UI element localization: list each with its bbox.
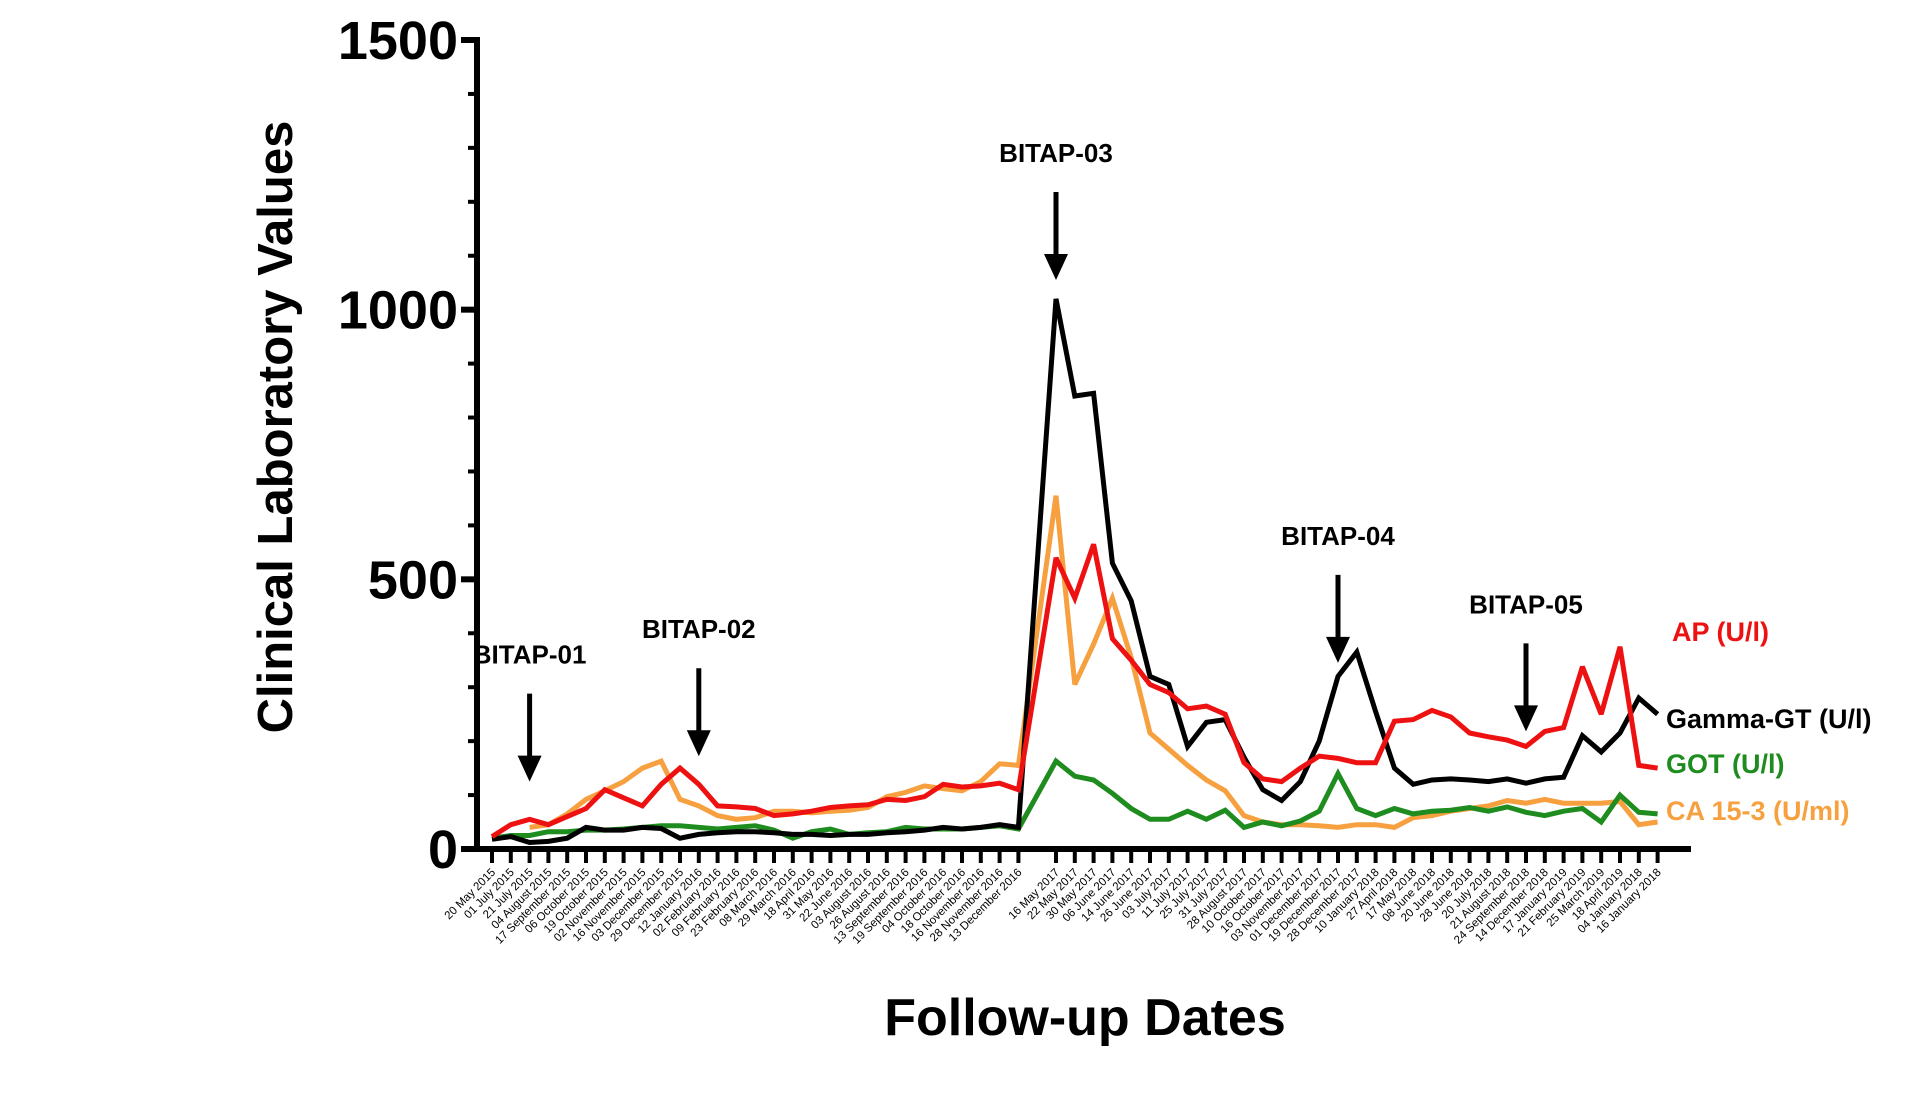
annotation-bitap-05: BITAP-05 <box>1469 589 1583 732</box>
legend: CA 15-3 (U/ml) GOT (U/l) Gamma-GT (U/l) AP … <box>1666 617 1872 826</box>
legend-label: Gamma-GT (U/l) <box>1666 704 1872 734</box>
annotation-label: BITAP-01 <box>473 640 587 670</box>
annotation-bitap-01: BITAP-01 <box>473 640 587 782</box>
y-tick-label: 500 <box>368 550 458 610</box>
series-line-got-u-l <box>491 757 1658 841</box>
y-tick-label: 1000 <box>338 281 458 341</box>
x-axis-title: Follow-up Dates <box>884 989 1286 1047</box>
annotation-bitap-03: BITAP-03 <box>999 138 1113 281</box>
y-axis-title: Clinical Laboratory Values <box>249 121 303 734</box>
annotation-bitap-04: BITAP-04 <box>1281 521 1395 663</box>
annotation-label: BITAP-03 <box>999 138 1113 168</box>
arrow-head-icon <box>1326 636 1350 663</box>
y-axis: 0 500 1000 1500 <box>338 11 480 880</box>
legend-label: CA 15-3 (U/ml) <box>1666 796 1850 826</box>
y-tick-label: 1500 <box>338 11 458 71</box>
series-line-ap-u-l <box>490 543 1658 839</box>
legend-label: GOT (U/l) <box>1666 749 1784 779</box>
arrow-head-icon <box>686 730 711 757</box>
annotation-label: BITAP-02 <box>642 614 756 644</box>
series-lines <box>490 298 1660 846</box>
y-tick-label: 0 <box>428 820 458 880</box>
series-line-gamma-gt-u-l <box>491 298 1660 846</box>
treatment-annotations: BITAP-01 BITAP-02 BITAP-03 BITAP-04 BITAP-05 <box>473 138 1583 782</box>
arrow-head-icon <box>517 755 542 782</box>
legend-label: AP (U/l) <box>1672 617 1769 647</box>
annotation-label: BITAP-05 <box>1469 589 1583 619</box>
annotation-bitap-02: BITAP-02 <box>642 614 756 757</box>
arrow-head-icon <box>1514 705 1538 732</box>
annotation-label: BITAP-04 <box>1281 521 1395 551</box>
arrow-head-icon <box>1044 254 1068 281</box>
